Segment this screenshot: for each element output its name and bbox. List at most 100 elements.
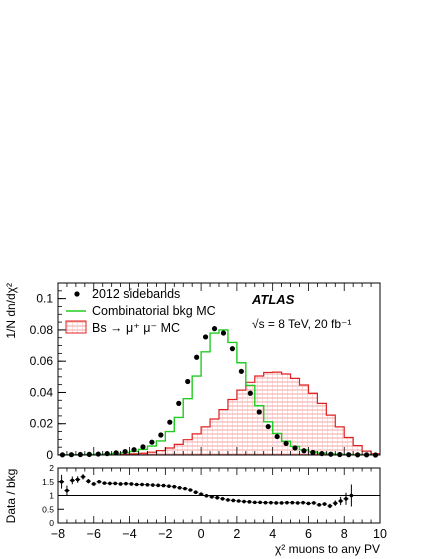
sideband-point xyxy=(158,432,164,438)
sideband-point xyxy=(238,368,244,374)
ratio-x-tick-labels: −8 −6 −4 −2 0 2 4 6 8 10 xyxy=(51,527,387,541)
sideband-point xyxy=(265,423,271,430)
sideband-point xyxy=(194,354,200,360)
ratio-point xyxy=(204,493,209,498)
ratio-y-tick-label: 2 xyxy=(49,463,54,473)
sideband-point xyxy=(247,390,253,396)
bs-mumu-mc-outline xyxy=(58,371,380,455)
x-tick-label: −4 xyxy=(122,527,136,541)
ratio-point xyxy=(295,501,300,505)
ratio-point xyxy=(285,500,289,505)
ratio-point xyxy=(81,475,85,479)
sideband-point xyxy=(301,448,307,454)
legend-marker-sidebands xyxy=(74,291,80,297)
atlas-label: ATLAS xyxy=(251,292,295,307)
sideband-point xyxy=(292,445,298,451)
sideband-point xyxy=(202,334,209,340)
ratio-point xyxy=(317,503,321,507)
ratio-point xyxy=(151,483,155,487)
sideband-point xyxy=(95,451,101,457)
ratio-point xyxy=(91,482,96,486)
sideband-point xyxy=(149,439,155,445)
main-y-ticks: 0 0.02 0.04 0.06 0.08 0.1 xyxy=(30,282,66,462)
bs-mumu-mc-histogram xyxy=(58,371,380,455)
sideband-point xyxy=(185,378,191,385)
main-y-axis-label: 1/N dn/dχ² xyxy=(4,283,18,339)
sideband-point xyxy=(113,450,119,456)
ratio-point xyxy=(226,498,230,502)
sideband-point xyxy=(86,451,92,457)
ratio-point xyxy=(156,483,160,488)
sideband-point xyxy=(229,346,236,352)
sideband-point xyxy=(211,326,218,332)
ratio-point xyxy=(274,501,279,505)
main-y-tick-label: 0.1 xyxy=(36,292,53,306)
ratio-point xyxy=(167,484,171,488)
sideband-point xyxy=(131,447,137,453)
main-y-tick-label: 0 xyxy=(46,448,53,462)
sideband-point xyxy=(328,451,334,457)
ratio-point xyxy=(269,500,273,505)
ratio-point xyxy=(306,501,311,506)
ratio-point xyxy=(215,495,220,500)
ratio-point xyxy=(210,495,214,499)
ratio-point xyxy=(70,478,75,483)
sideband-point xyxy=(283,440,289,447)
x-tick-label: 10 xyxy=(373,527,387,541)
ratio-point xyxy=(75,477,80,482)
ratio-point xyxy=(220,497,225,501)
ratio-y-tick-label: 0 xyxy=(49,518,54,528)
ratio-point xyxy=(242,499,246,504)
ratio-point xyxy=(312,501,316,505)
ratio-point xyxy=(161,483,166,488)
ratio-point xyxy=(113,481,118,486)
ratio-point xyxy=(258,500,262,505)
ratio-point xyxy=(108,481,112,486)
sideband-point xyxy=(140,444,146,450)
ratio-point xyxy=(301,500,305,505)
ratio-y-ticks: 0 0.5 1 1.5 2 xyxy=(42,463,64,528)
ratio-point xyxy=(344,497,348,501)
x-axis-label: χ² muons to any PV xyxy=(275,542,380,556)
x-tick-label: 0 xyxy=(198,527,205,541)
ratio-point xyxy=(188,488,193,492)
ratio-point xyxy=(252,500,257,505)
x-tick-label: 8 xyxy=(341,527,348,541)
ratio-plot-area: 0 0.5 1 1.5 2 −8 −6 −4 −2 0 2 4 6 8 10 xyxy=(42,463,387,541)
main-y-tick-label: 0.08 xyxy=(30,323,54,337)
ratio-point xyxy=(193,490,198,495)
ratio-point xyxy=(86,479,91,484)
sideband-point xyxy=(310,449,316,456)
ratio-point xyxy=(231,498,236,503)
sideband-point xyxy=(167,419,173,425)
ratio-y-tick-label: 0.5 xyxy=(42,504,54,514)
ratio-y-tick-label: 1.5 xyxy=(42,477,54,487)
main-y-tick-label: 0.04 xyxy=(30,385,54,399)
main-x-ticks xyxy=(57,283,381,455)
x-tick-label: 6 xyxy=(305,527,312,541)
ratio-point xyxy=(247,500,252,504)
sideband-point xyxy=(274,433,280,440)
legend-label-bkg: Combinatorial bkg MC xyxy=(92,304,216,318)
ratio-point xyxy=(118,482,123,486)
ratio-point xyxy=(65,488,69,493)
x-tick-label: −6 xyxy=(87,527,101,541)
ratio-x-ticks xyxy=(57,468,381,523)
ratio-data-points xyxy=(59,474,354,509)
sideband-point xyxy=(176,400,182,406)
ratio-point xyxy=(328,504,332,508)
legend-marker-bs xyxy=(65,320,87,334)
ratio-point xyxy=(124,481,128,486)
ratio-point xyxy=(263,500,268,505)
ratio-point xyxy=(177,486,182,490)
ratio-point xyxy=(236,499,241,503)
ratio-point xyxy=(97,479,101,484)
ratio-y-tick-label: 1 xyxy=(49,491,54,501)
sideband-point xyxy=(122,448,128,455)
ratio-point xyxy=(102,481,107,485)
ratio-point xyxy=(145,482,150,487)
ratio-point xyxy=(333,501,338,506)
ratio-point xyxy=(349,493,354,498)
ratio-y-axis-label: Data / bkg xyxy=(4,469,18,524)
